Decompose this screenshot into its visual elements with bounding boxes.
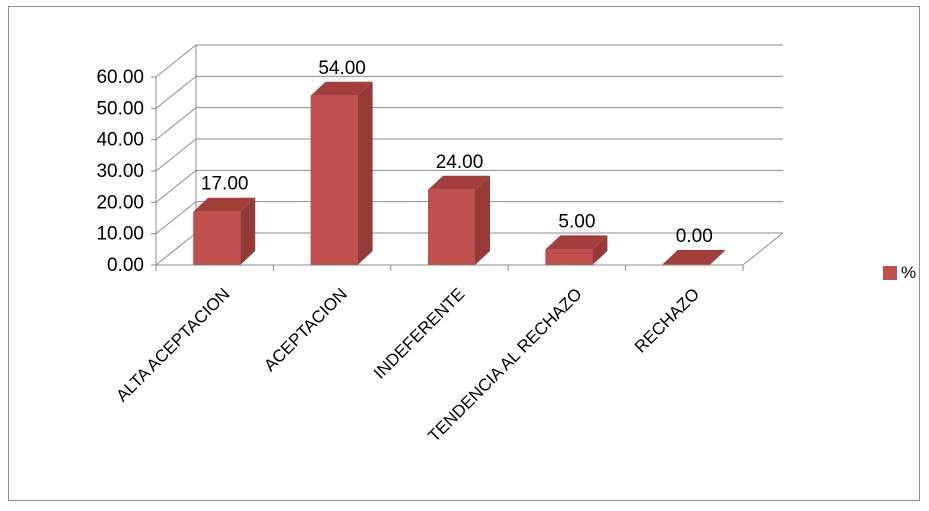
data-labels: 17.00 54.00 24.00 5.00 0.00	[201, 58, 713, 247]
bar-top	[662, 250, 725, 264]
bar-side	[709, 250, 725, 265]
bar-top	[545, 235, 608, 250]
data-label: 24.00	[436, 152, 484, 173]
x-tick-label: ALTA ACEPTACION	[113, 284, 234, 405]
x-tick-label: INDEFERENTE	[370, 284, 468, 382]
bar	[193, 197, 256, 265]
data-label: 0.00	[676, 226, 713, 247]
data-label: 5.00	[558, 211, 595, 232]
bar	[545, 235, 608, 265]
gridline	[155, 107, 783, 141]
gridline	[155, 75, 783, 109]
gridline	[155, 138, 783, 172]
bar-top	[310, 81, 373, 96]
bar-front	[310, 95, 358, 265]
bar	[662, 250, 725, 265]
gridlines	[151, 44, 783, 266]
y-tick-label: 20.00	[96, 192, 144, 213]
bar	[428, 175, 490, 265]
y-axis-ticks: 0.00 10.00 20.00 30.00 40.00 50.00 60.00	[96, 67, 144, 276]
bar-top	[193, 197, 256, 212]
gridline	[155, 201, 783, 235]
legend-swatch	[883, 266, 897, 280]
bar-front	[193, 211, 241, 265]
data-label: 54.00	[318, 58, 366, 79]
y-tick-label: 10.00	[96, 224, 144, 245]
y-tick-label: 40.00	[96, 130, 144, 151]
bar-front	[545, 249, 593, 265]
gridline	[155, 44, 783, 78]
bar-chart: 0.00 10.00 20.00 30.00 40.00 50.00 60.00 17.00…	[96, 44, 784, 446]
chart-frame: 0.00 10.00 20.00 30.00 40.00 50.00 60.00 17.00…	[8, 6, 920, 501]
gridline	[155, 169, 783, 203]
bar-side	[240, 197, 256, 265]
legend: %	[883, 263, 916, 283]
bar-front	[662, 264, 710, 265]
bar-side	[592, 235, 608, 265]
x-tick-label: RECHAZO	[631, 284, 703, 356]
bar-front	[428, 189, 475, 265]
legend-label: %	[901, 263, 917, 282]
bars	[193, 81, 725, 265]
bar-side	[475, 175, 490, 265]
x-axis-ticks: ALTA ACEPTACION ACEPTACION INDEFERENTETEND…	[113, 265, 744, 446]
y-tick-label: 30.00	[96, 161, 144, 182]
data-label: 17.00	[201, 174, 249, 195]
y-tick-label: 60.00	[96, 67, 144, 88]
bar	[310, 81, 373, 265]
bar-side	[357, 81, 373, 265]
x-tick-label: ACEPTACION	[260, 284, 351, 375]
y-tick-label: 50.00	[96, 98, 144, 119]
bar-top	[428, 175, 490, 190]
y-tick-label: 0.00	[107, 255, 144, 276]
